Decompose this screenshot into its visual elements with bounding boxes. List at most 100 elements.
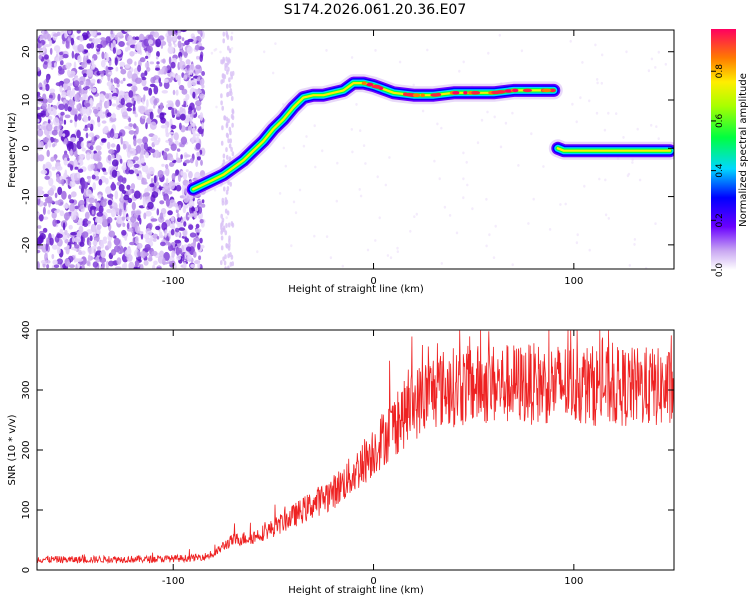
noise-speck xyxy=(596,81,599,85)
noise-speck xyxy=(160,241,166,247)
noise-speck xyxy=(227,45,230,51)
noise-speck xyxy=(176,217,182,222)
noise-speck xyxy=(49,47,53,55)
noise-speck xyxy=(104,52,109,59)
noise-speck xyxy=(135,235,139,245)
noise-speck xyxy=(222,58,226,64)
noise-speck xyxy=(146,117,152,125)
noise-speck xyxy=(604,178,607,182)
noise-speck xyxy=(228,77,231,83)
noise-speck xyxy=(647,69,651,73)
noise-speck xyxy=(79,80,84,86)
noise-speck xyxy=(362,144,366,148)
noise-speck xyxy=(110,30,113,35)
noise-speck xyxy=(121,165,127,171)
noise-speck xyxy=(314,165,317,169)
noise-speck xyxy=(78,185,82,189)
noise-speck xyxy=(581,61,584,64)
spectrogram-noise xyxy=(37,30,667,269)
noise-speck xyxy=(38,214,44,222)
noise-speck xyxy=(42,206,46,215)
noise-speck xyxy=(170,124,177,130)
noise-speck xyxy=(80,88,85,95)
noise-speck xyxy=(448,214,452,217)
noise-speck xyxy=(92,240,98,246)
noise-speck xyxy=(178,227,186,231)
noise-speck xyxy=(654,222,657,226)
noise-speck xyxy=(168,261,176,265)
noise-speck xyxy=(42,83,46,92)
noise-speck xyxy=(226,83,229,89)
noise-speck xyxy=(198,201,202,206)
noise-speck xyxy=(282,146,285,150)
noise-speck xyxy=(197,242,201,250)
noise-speck xyxy=(378,216,381,220)
noise-speck xyxy=(95,145,102,151)
noise-speck xyxy=(167,210,173,216)
noise-speck xyxy=(197,76,201,82)
noise-speck xyxy=(376,175,379,179)
noise-speck xyxy=(137,64,142,72)
noise-speck xyxy=(220,93,223,99)
noise-speck xyxy=(115,67,119,72)
noise-speck xyxy=(97,194,102,199)
noise-speck xyxy=(92,231,97,238)
noise-speck xyxy=(158,231,163,238)
noise-speck xyxy=(121,216,126,221)
noise-speck xyxy=(604,213,608,217)
noise-speck xyxy=(47,209,51,215)
noise-speck xyxy=(71,87,75,97)
noise-speck xyxy=(155,38,162,48)
noise-speck xyxy=(108,230,116,238)
noise-speck xyxy=(200,159,203,166)
noise-speck xyxy=(37,91,41,97)
noise-speck xyxy=(194,207,199,212)
noise-speck xyxy=(227,253,230,259)
noise-speck xyxy=(166,34,172,44)
noise-speck xyxy=(114,190,119,200)
noise-speck xyxy=(74,244,80,249)
noise-speck xyxy=(226,133,229,139)
noise-speck xyxy=(213,188,217,192)
noise-speck xyxy=(111,103,117,107)
noise-speck xyxy=(625,50,628,54)
noise-speck xyxy=(73,159,78,166)
noise-speck xyxy=(153,31,160,38)
noise-speck xyxy=(42,216,49,220)
noise-speck xyxy=(37,154,45,162)
noise-speck xyxy=(146,45,153,53)
noise-speck xyxy=(458,69,461,73)
noise-speck xyxy=(355,103,358,106)
noise-speck xyxy=(81,106,87,115)
noise-speck xyxy=(118,201,124,211)
noise-speck xyxy=(193,107,196,113)
noise-speck xyxy=(231,261,234,267)
noise-speck xyxy=(75,264,78,269)
noise-speck xyxy=(436,122,439,126)
noise-speck xyxy=(294,211,298,215)
noise-speck xyxy=(132,237,135,243)
noise-speck xyxy=(633,238,637,241)
noise-speck xyxy=(186,46,193,54)
noise-speck xyxy=(188,171,193,179)
noise-speck xyxy=(174,43,177,48)
noise-speck xyxy=(140,143,145,151)
noise-speck xyxy=(107,154,112,161)
noise-speck xyxy=(45,242,49,252)
noise-speck xyxy=(160,43,164,49)
noise-speck xyxy=(364,162,367,165)
noise-speck xyxy=(195,228,202,233)
noise-speck xyxy=(48,177,54,187)
noise-speck xyxy=(65,40,70,49)
figure-title: S174.2026.061.20.36.E07 xyxy=(283,2,467,18)
noise-speck xyxy=(564,202,567,206)
ridge-peak xyxy=(471,91,481,95)
y-tick-label: 10 xyxy=(21,94,32,107)
noise-speck xyxy=(93,153,100,162)
noise-speck xyxy=(85,211,90,220)
noise-speck xyxy=(170,61,176,69)
noise-speck xyxy=(231,122,234,128)
noise-speck xyxy=(52,219,57,227)
noise-speck xyxy=(189,102,195,111)
noise-speck xyxy=(195,64,202,70)
